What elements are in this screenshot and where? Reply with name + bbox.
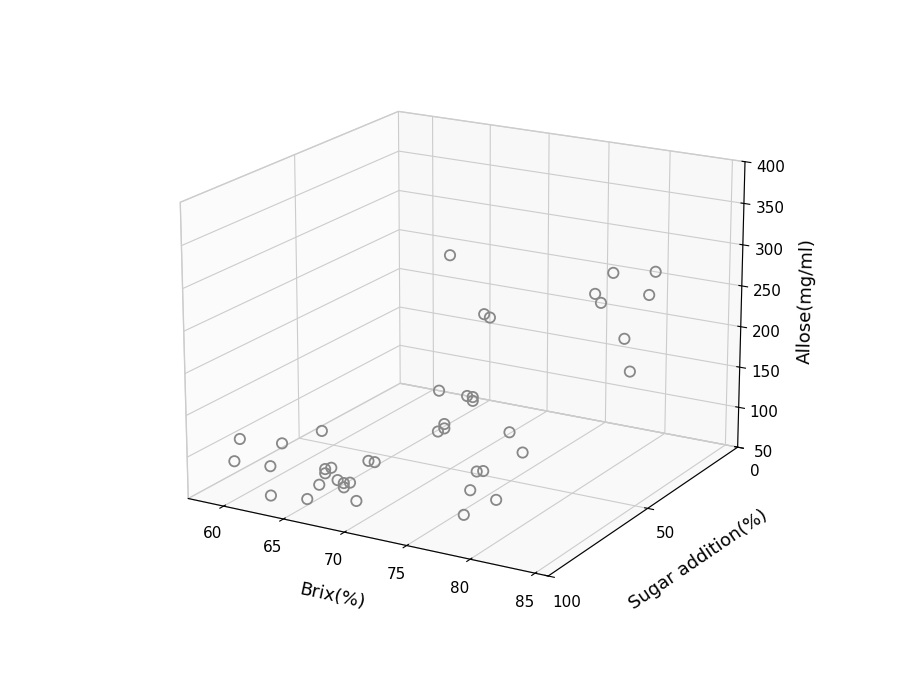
X-axis label: Brix(%): Brix(%) [298,580,367,612]
Y-axis label: Sugar addition(%): Sugar addition(%) [625,506,770,612]
